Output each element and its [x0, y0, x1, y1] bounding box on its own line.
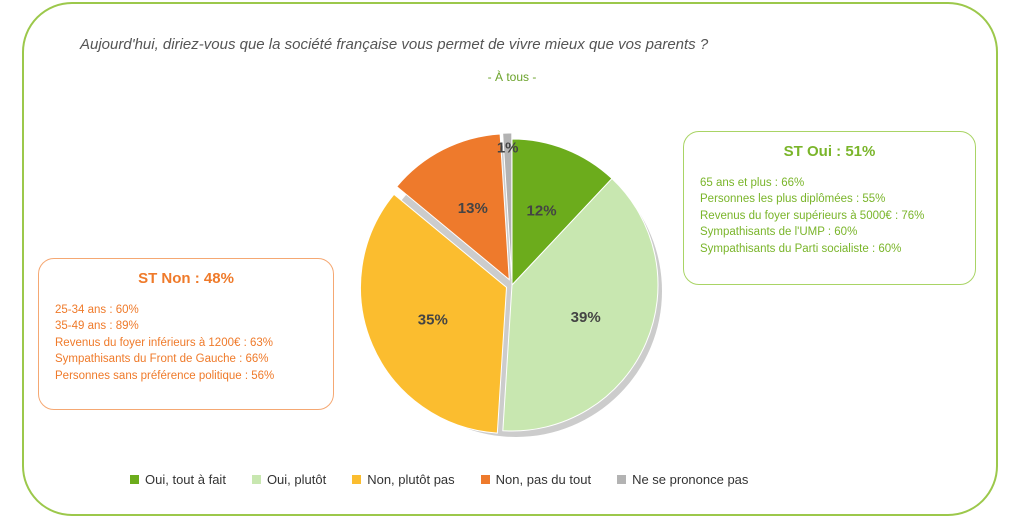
slice-label: 12% — [527, 202, 557, 219]
pie-slice — [502, 132, 513, 280]
st-non-title: ST Non : 48% — [138, 270, 234, 287]
legend-swatch — [480, 475, 490, 484]
legend-label: Ne se prononce pas — [632, 472, 749, 487]
legend: Oui, tout à fait Oui, plutôt Non, plutôt p… — [130, 472, 748, 487]
slice-label: 39% — [571, 309, 601, 326]
st-non-line: Sympathisants du Front de Gauche : 66% — [55, 353, 269, 365]
legend-item: Oui, tout à fait — [130, 472, 226, 487]
legend-label: Non, pas du tout — [495, 472, 592, 487]
st-oui-line: Revenus du foyer supérieurs à 5000€ : 76… — [700, 209, 925, 222]
pie-slice — [502, 177, 659, 432]
st-oui-line: 65 ans et plus : 66% — [700, 176, 805, 189]
legend-swatch — [352, 475, 362, 484]
st-oui-box: ST Oui : 51% 65 ans et plus : 66% Person… — [683, 131, 976, 285]
legend-label: Non, plutôt pas — [367, 472, 455, 487]
st-oui-line: Personnes les plus diplômées : 55% — [700, 193, 886, 205]
pie-slice — [359, 193, 508, 434]
legend-item: Non, plutôt pas — [352, 472, 455, 487]
pie-slice — [511, 138, 613, 287]
chart-title: Aujourd'hui, diriez-vous que la société … — [80, 36, 709, 53]
st-non-line: 25-34 ans : 60% — [55, 303, 139, 316]
legend-label: Oui, plutôt — [266, 472, 327, 487]
legend-item: Ne se prononce pas — [617, 472, 748, 487]
st-non-line: Revenus du foyer inférieurs à 1200€ : 63… — [55, 336, 273, 349]
slice-label: 13% — [458, 200, 488, 217]
legend-swatch — [130, 475, 139, 484]
st-oui-line: Sympathisants de l'UMP : 60% — [700, 226, 858, 238]
legend-label: Oui, tout à fait — [145, 472, 226, 487]
st-non-line: Personnes sans préférence politique : 56… — [55, 369, 275, 382]
st-oui-title: ST Oui : 51% — [783, 143, 876, 160]
pie-slice — [396, 133, 510, 281]
chart-subtitle: - À tous - — [487, 70, 537, 84]
legend-swatch — [251, 475, 261, 484]
st-non-line: 35-49 ans : 89% — [55, 320, 139, 332]
legend-item: Non, pas du tout — [480, 472, 592, 487]
legend-item: Oui, plutôt — [251, 472, 327, 487]
slice-label: 1% — [497, 140, 519, 157]
chart-frame — [22, 2, 998, 516]
st-non-box: ST Non : 48% 25-34 ans : 60% 35-49 ans :… — [38, 258, 334, 410]
legend-swatch — [617, 475, 627, 484]
st-oui-line: Sympathisants du Parti socialiste : 60% — [700, 242, 902, 255]
slice-label: 35% — [418, 311, 448, 328]
